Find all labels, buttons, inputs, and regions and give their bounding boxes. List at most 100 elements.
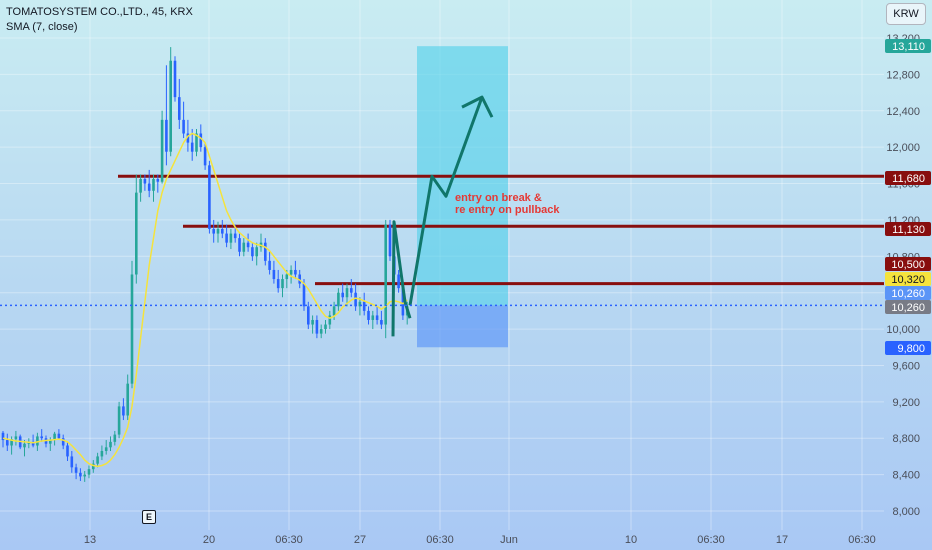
candle-body — [195, 133, 198, 152]
candle-body — [1, 432, 5, 441]
candle-body — [380, 319, 383, 325]
candle-body — [324, 324, 327, 330]
currency-button[interactable]: KRW — [886, 3, 926, 25]
candle-body — [49, 440, 52, 444]
time-axis: 13 20 06:30 27 06:30 Jun 10 06:30 17 06:30 — [84, 534, 876, 546]
price-label-text: 13,110 — [892, 41, 925, 53]
projection-arrowhead — [461, 95, 494, 118]
candle-body — [350, 288, 353, 293]
x-tick-label: 06:30 — [426, 534, 454, 546]
candle-body — [397, 274, 400, 289]
candle-body — [298, 274, 301, 284]
candle-body — [238, 238, 241, 252]
candle-body — [272, 269, 276, 280]
candle-body — [87, 469, 91, 475]
candle-body — [122, 406, 125, 416]
candle-body — [199, 133, 203, 148]
annotation-line-2: re entry on pullback — [455, 204, 560, 216]
candle-body — [401, 288, 405, 316]
x-tick-label: 17 — [776, 534, 788, 546]
y-tick-label: 12,000 — [886, 142, 920, 154]
candle-body — [302, 283, 306, 307]
candle-body — [74, 467, 78, 473]
candle-body — [203, 147, 207, 166]
candle-body — [319, 329, 323, 334]
candle-body — [384, 224, 387, 325]
price-label-text: 10,320 — [891, 274, 925, 286]
price-label-box — [885, 257, 931, 271]
candle-body — [337, 292, 340, 307]
price-label-box — [885, 300, 931, 314]
x-tick-label: 06:30 — [697, 534, 725, 546]
candle-body — [165, 119, 168, 152]
candle-body — [83, 474, 86, 477]
candle-body — [208, 165, 211, 230]
candle-body — [147, 183, 151, 191]
price-label-text: 11,680 — [892, 173, 925, 185]
candle-body — [264, 242, 267, 261]
price-label-box — [885, 286, 931, 300]
candle-body — [186, 133, 190, 143]
candle-body — [96, 456, 99, 464]
candle-body — [182, 119, 185, 134]
candle-body — [130, 274, 134, 384]
candle-body — [212, 229, 215, 234]
candle-body — [255, 247, 258, 257]
candle-body — [229, 233, 233, 243]
candle-body — [61, 438, 65, 446]
sma-layer — [2, 132, 408, 468]
candle-body — [281, 279, 284, 289]
earnings-event-badge[interactable]: E — [142, 510, 156, 524]
candle-body — [109, 441, 112, 448]
candle-body — [216, 229, 220, 234]
candle-body — [178, 97, 181, 120]
candle-body — [40, 436, 43, 439]
x-tick-label: 10 — [625, 534, 637, 546]
candle-body — [362, 301, 366, 311]
x-tick-label: 06:30 — [275, 534, 303, 546]
candle-body — [31, 441, 35, 446]
y-tick-label: 12,400 — [886, 106, 920, 118]
candle-body — [79, 472, 82, 477]
price-label-box — [885, 39, 931, 53]
x-tick-label: Jun — [500, 534, 518, 546]
candle-body — [53, 433, 56, 441]
horizontal-levels — [118, 174, 884, 286]
x-tick-label: 27 — [354, 534, 366, 546]
candle-body — [135, 192, 138, 275]
impulse-path — [391, 220, 412, 337]
candle-body — [14, 436, 18, 440]
candle-body — [289, 269, 293, 275]
y-tick-label: 9,600 — [892, 360, 920, 372]
candle-body — [367, 310, 370, 320]
indicator-legend[interactable]: SMA (7, close) — [6, 21, 78, 33]
stop-zone — [417, 305, 508, 348]
candle-body — [276, 279, 280, 289]
price-label-box — [885, 171, 931, 185]
candles-layer — [1, 47, 409, 482]
price-label-text: 10,260 — [891, 288, 925, 300]
candle-body — [332, 306, 336, 316]
y-tick-label: 10,000 — [886, 324, 920, 336]
price-label-text: 10,260 — [891, 302, 925, 314]
candle-body — [371, 315, 375, 320]
candle-body — [100, 450, 104, 457]
y-tick-label: 12,800 — [886, 69, 920, 81]
candle-body — [388, 224, 392, 257]
price-label-box — [885, 222, 931, 236]
candle-body — [173, 60, 177, 98]
candle-body — [311, 319, 314, 325]
candle-body — [113, 434, 117, 442]
price-label-text: 11,130 — [892, 224, 925, 236]
candle-body — [70, 456, 74, 468]
candle-body — [10, 439, 13, 446]
candle-body — [169, 60, 172, 152]
projection-path — [408, 96, 484, 306]
candle-body — [285, 274, 289, 280]
candle-body — [375, 315, 379, 320]
candle-body — [233, 233, 237, 239]
candle-body — [225, 233, 228, 243]
candle-body — [190, 142, 194, 152]
